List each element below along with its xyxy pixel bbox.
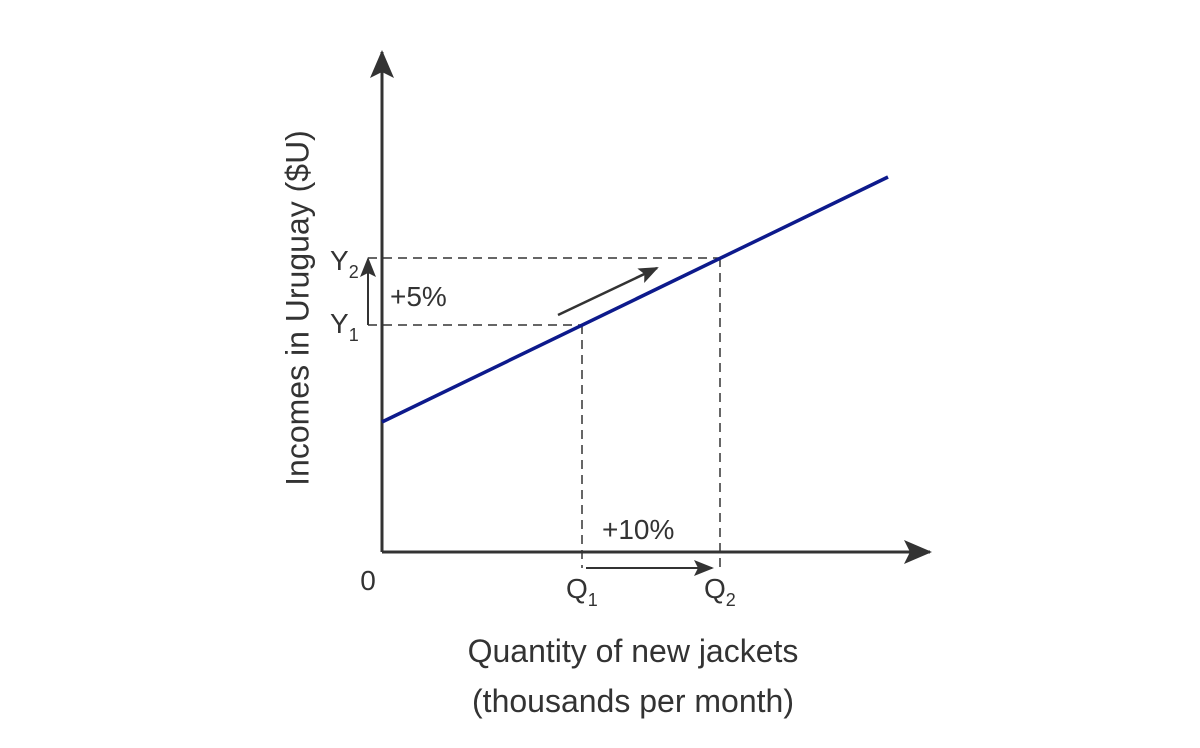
y-change-label: +5%: [390, 281, 447, 312]
label-sub: 1: [588, 590, 598, 610]
label-main: Y: [330, 308, 349, 339]
y-axis-label: Incomes in Uruguay ($U): [279, 130, 315, 486]
guides: [368, 257, 721, 568]
q1-label: Q1: [566, 573, 598, 610]
origin-label: 0: [360, 565, 376, 596]
label-sub: 1: [349, 325, 359, 345]
label-main: Q: [566, 573, 588, 604]
y2-label: Y2: [330, 245, 359, 282]
label-sub: 2: [726, 590, 736, 610]
x-axis-label: Quantity of new jackets: [468, 633, 799, 669]
label-sub: 2: [349, 262, 359, 282]
label-main: Y: [330, 245, 349, 276]
relationship-line: [381, 175, 889, 424]
y1-label: Y1: [330, 308, 359, 345]
x-axis-label: (thousands per month): [472, 683, 794, 719]
q2-label: Q2: [704, 573, 736, 610]
q-change-label: +10%: [602, 514, 674, 545]
movement-arrow: [557, 266, 659, 317]
label-main: Q: [704, 573, 726, 604]
